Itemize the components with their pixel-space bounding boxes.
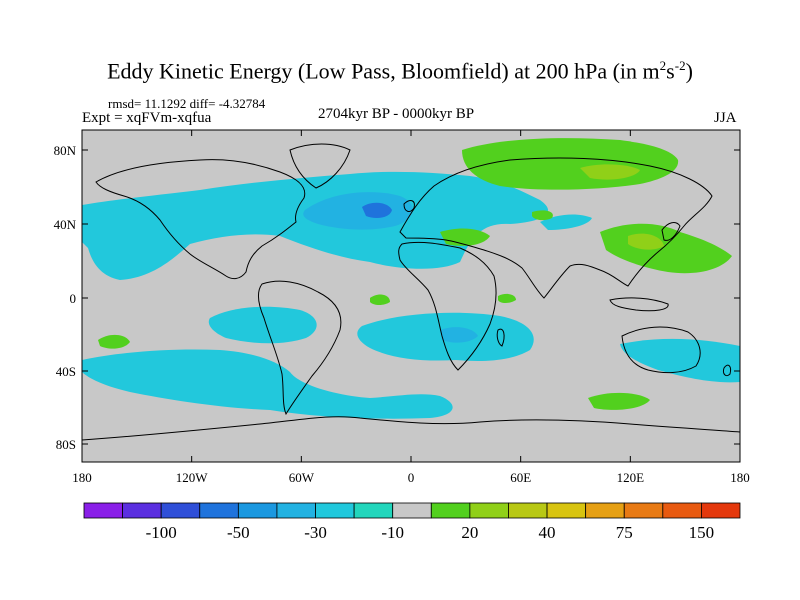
colorbar-label: 20 <box>461 523 478 542</box>
lon-label: 120E <box>617 470 645 485</box>
coast-south-america <box>257 280 342 416</box>
contour-south-atlantic-core <box>440 327 478 343</box>
title-sup-2: -2 <box>674 58 686 73</box>
colorbar-swatch <box>508 502 548 519</box>
colorbar-swatch <box>392 502 432 519</box>
coast-japan <box>661 222 681 241</box>
colorbar-swatch <box>546 502 587 519</box>
colorbar: -100 -50 -30 -10 20 40 75 150 <box>83 502 741 542</box>
coast-africa <box>398 241 497 371</box>
colorbar-swatch <box>701 502 741 519</box>
lon-label: 0 <box>408 470 415 485</box>
coast-madagascar <box>496 328 505 347</box>
colorbar-swatch <box>430 502 471 519</box>
colorbar-label: -30 <box>304 523 327 542</box>
lon-label: 180 <box>72 470 92 485</box>
lon-label: 60W <box>289 470 315 485</box>
contour-south-pacific <box>208 306 317 344</box>
colorbar-swatch <box>353 502 394 519</box>
contour-south-indian-green <box>588 392 650 410</box>
contour-india <box>540 214 592 230</box>
colorbar-label: -100 <box>146 523 177 542</box>
coastline-layer <box>82 143 740 441</box>
contour-east-asia-core <box>628 233 664 250</box>
coast-australia <box>621 326 701 374</box>
coast-eurasia <box>399 157 713 299</box>
colorbar-label: 40 <box>539 523 556 542</box>
experiment-label: Expt = xqFVm-xqfua <box>82 110 212 126</box>
title-end: ) <box>685 58 693 84</box>
period-label: 2704kyr BP - 0000kyr BP <box>318 106 475 122</box>
colorbar-swatch <box>662 502 702 519</box>
colorbar-swatch <box>160 502 201 519</box>
lat-label: 80S <box>56 437 76 452</box>
lon-label: 180 <box>730 470 750 485</box>
title-mid: s <box>666 58 675 84</box>
lon-label: 120W <box>176 470 209 485</box>
lat-label: 80N <box>54 143 77 158</box>
lat-label: 40N <box>54 217 77 232</box>
colorbar-swatch <box>83 502 123 519</box>
coast-uk <box>403 200 415 212</box>
contour-atlantic-core <box>303 192 413 230</box>
coast-new-zealand <box>723 364 731 377</box>
colorbar-swatch <box>122 502 162 519</box>
contour-equatorial-green <box>370 294 390 305</box>
colorbar-swatch <box>469 502 509 519</box>
contour-south-indian <box>620 338 740 383</box>
contour-atlantic-max <box>362 202 392 218</box>
colorbar-label: -10 <box>381 523 404 542</box>
chart-title: Eddy Kinetic Energy (Low Pass, Bloomfiel… <box>0 58 800 84</box>
coast-north-america <box>95 159 306 280</box>
colorbar-swatch <box>276 502 316 519</box>
coast-indonesia <box>609 297 669 312</box>
contour-south-pacific-green <box>98 334 130 349</box>
contour-north-atlantic <box>82 171 549 280</box>
colorbar-swatch <box>623 502 664 519</box>
colorbar-swatch <box>315 502 355 519</box>
axis-ticks: 180 120W 60W 0 60E 120E 180 80N 40N 0 40S 80S <box>54 130 750 485</box>
coast-greenland <box>289 143 351 189</box>
contour-arctic-inner <box>580 164 640 180</box>
title-sup-1: 2 <box>659 58 667 73</box>
colorbar-label: 75 <box>616 523 633 542</box>
lon-label: 60E <box>510 470 531 485</box>
contour-equatorial-green-2 <box>498 293 516 303</box>
lat-label: 0 <box>70 291 77 306</box>
colorbar-swatch <box>585 502 625 519</box>
colorbar-swatch <box>237 502 278 519</box>
season-label: JJA <box>714 110 737 126</box>
contour-southern-ocean <box>82 349 453 419</box>
colorbar-label: 150 <box>689 523 715 542</box>
coast-antarctica <box>82 416 740 441</box>
colorbar-label: -50 <box>227 523 250 542</box>
contour-antarctic-green <box>532 210 553 221</box>
colorbar-swatch <box>199 502 239 519</box>
stats-label: rmsd= 11.1292 diff= -4.32784 <box>108 96 266 111</box>
lat-label: 40S <box>56 364 76 379</box>
title-text: Eddy Kinetic Energy (Low Pass, Bloomfiel… <box>107 58 660 84</box>
contour-arctic <box>462 138 679 190</box>
